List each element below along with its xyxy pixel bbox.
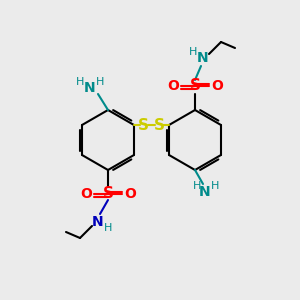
Text: H: H [76, 77, 84, 87]
Text: H: H [211, 181, 219, 191]
Text: N: N [199, 185, 211, 199]
Text: S: S [103, 187, 113, 202]
Text: O: O [124, 187, 136, 201]
Text: N: N [84, 81, 96, 95]
Text: S: S [138, 118, 149, 133]
Text: O: O [167, 79, 179, 93]
Text: O: O [80, 187, 92, 201]
Text: S: S [154, 118, 165, 133]
Text: H: H [189, 47, 197, 57]
Text: H: H [193, 181, 201, 191]
Text: N: N [92, 215, 104, 229]
Text: H: H [96, 77, 104, 87]
Text: N: N [197, 51, 209, 65]
Text: O: O [211, 79, 223, 93]
Text: H: H [104, 223, 112, 233]
Text: S: S [190, 79, 200, 94]
